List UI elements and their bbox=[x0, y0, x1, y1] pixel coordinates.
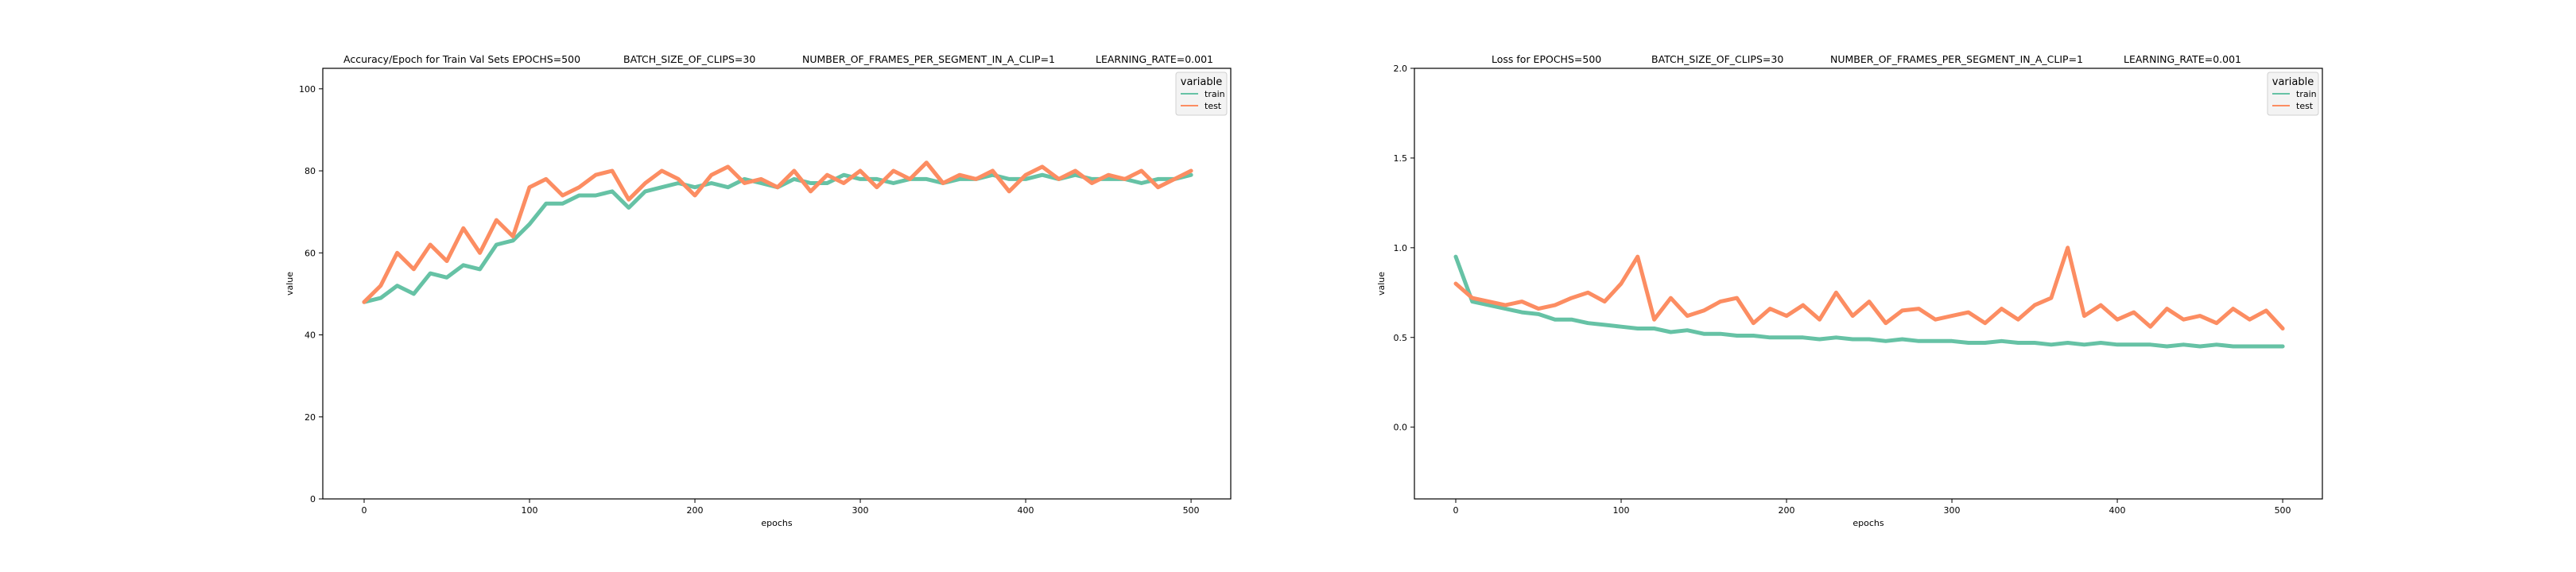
x-tick-label: 200 bbox=[1779, 505, 1795, 516]
y-axis-label: value bbox=[285, 272, 295, 296]
series-line-test bbox=[362, 160, 1193, 304]
x-tick-label: 400 bbox=[1018, 505, 1034, 516]
y-tick-label: 0.5 bbox=[1394, 333, 1408, 343]
y-tick-label: 100 bbox=[299, 84, 316, 95]
chart-title-part: Loss for EPOCHS=500 bbox=[1492, 53, 1601, 65]
x-tick-label: 500 bbox=[1183, 505, 1200, 516]
plot-frame bbox=[1414, 68, 2323, 500]
legend-title: variable bbox=[2272, 76, 2314, 88]
legend-label: train bbox=[1205, 89, 1225, 99]
y-tick-label: 60 bbox=[305, 248, 316, 258]
y-tick-label: 1.0 bbox=[1394, 243, 1408, 253]
y-tick-label: 40 bbox=[305, 330, 316, 341]
chart-title-part: Accuracy/Epoch for Train Val Sets EPOCHS… bbox=[343, 53, 580, 65]
x-tick-label: 100 bbox=[522, 505, 538, 516]
series-line-train bbox=[1453, 254, 2285, 349]
legend-box bbox=[2267, 72, 2319, 116]
chart-title-part: BATCH_SIZE_OF_CLIPS=30 bbox=[623, 53, 755, 65]
legend-label: test bbox=[2296, 101, 2314, 111]
x-tick-label: 200 bbox=[687, 505, 704, 516]
plot-frame bbox=[322, 68, 1232, 500]
y-axis-label: value bbox=[1376, 272, 1387, 296]
legend-label: test bbox=[1205, 101, 1222, 111]
y-tick-label: 1.5 bbox=[1394, 153, 1408, 164]
x-tick-label: 300 bbox=[1944, 505, 1961, 516]
chart-1: Accuracy/Epoch for Train Val Sets EPOCHS… bbox=[285, 53, 1232, 528]
legend-box bbox=[1175, 72, 1228, 116]
x-tick-label: 400 bbox=[2109, 505, 2126, 516]
y-tick-label: 0 bbox=[310, 494, 316, 504]
chart-title-part: NUMBER_OF_FRAMES_PER_SEGMENT_IN_A_CLIP=1 bbox=[1830, 53, 2083, 65]
series-line-test bbox=[1453, 245, 2285, 330]
chart-2: Loss for EPOCHS=500 BATCH_SIZE_OF_CLIPS=3… bbox=[1376, 53, 2323, 528]
y-tick-label: 2.0 bbox=[1394, 64, 1408, 74]
y-tick-label: 80 bbox=[305, 166, 316, 176]
x-tick-label: 500 bbox=[2275, 505, 2291, 516]
x-tick-label: 300 bbox=[852, 505, 869, 516]
x-tick-label: 0 bbox=[362, 505, 367, 516]
y-tick-label: 20 bbox=[305, 412, 316, 423]
chart-title-part: NUMBER_OF_FRAMES_PER_SEGMENT_IN_A_CLIP=1 bbox=[802, 53, 1055, 65]
chart-title-part: LEARNING_RATE=0.001 bbox=[2124, 53, 2241, 65]
chart-title-part: BATCH_SIZE_OF_CLIPS=30 bbox=[1651, 53, 1783, 65]
chart-title-part: LEARNING_RATE=0.001 bbox=[1096, 53, 1213, 65]
x-tick-label: 0 bbox=[1453, 505, 1459, 516]
legend-title: variable bbox=[1181, 76, 1222, 88]
x-tick-label: 100 bbox=[1613, 505, 1630, 516]
legend-label: train bbox=[2296, 89, 2317, 99]
x-axis-label: epochs bbox=[761, 518, 792, 528]
y-tick-label: 0.0 bbox=[1394, 423, 1408, 433]
x-axis-label: epochs bbox=[1852, 518, 1884, 528]
